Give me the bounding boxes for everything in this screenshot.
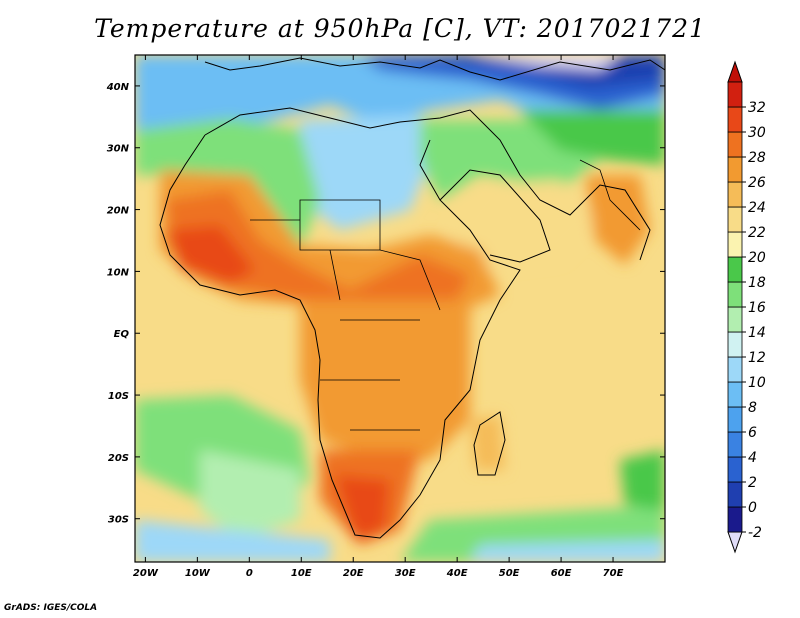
country-borders bbox=[250, 199, 441, 431]
lat-tick-label: 40N bbox=[106, 82, 130, 93]
coastline-europe bbox=[204, 57, 665, 81]
colorbar-swatch bbox=[727, 506, 743, 533]
map-frame bbox=[134, 54, 666, 563]
colorbar-swatch bbox=[727, 231, 743, 258]
field-libya-egypt-cool bbox=[300, 115, 430, 230]
coastline-arabia bbox=[439, 169, 551, 263]
field-arabia bbox=[450, 180, 600, 270]
field-southern-ocean-cool bbox=[470, 540, 665, 562]
colorbar-swatch bbox=[727, 106, 743, 133]
lat-tick-label: 20S bbox=[108, 453, 129, 464]
field-sahel-hot bbox=[165, 190, 470, 315]
lat-tick-label: 10N bbox=[107, 267, 130, 278]
lon-tick-label: 50E bbox=[499, 568, 520, 579]
colorbar-swatch bbox=[727, 281, 743, 308]
lat-tick-label: EQ bbox=[114, 329, 130, 340]
colorbar-swatch bbox=[727, 331, 743, 358]
coastlines bbox=[159, 57, 665, 539]
colorbar-swatch bbox=[727, 456, 743, 483]
colorbar-swatch bbox=[727, 406, 743, 433]
coastline-north-africa-asia bbox=[204, 107, 651, 261]
lon-tick-label: 10W bbox=[185, 568, 211, 579]
lat-tick-label: 20N bbox=[107, 206, 130, 217]
lon-tick-label: 40E bbox=[446, 568, 468, 579]
lon-tick-label: 70E bbox=[603, 568, 624, 579]
field-indian-ocean-green bbox=[620, 450, 665, 510]
lon-tick-label: 20E bbox=[343, 568, 364, 579]
border-india bbox=[579, 159, 641, 231]
colorbar-tick-label: 26 bbox=[748, 175, 766, 191]
lat-tick-label: 30S bbox=[108, 515, 129, 526]
colorbar-swatch bbox=[727, 431, 743, 458]
lon-tick-label: 30E bbox=[395, 568, 416, 579]
colorbar-swatch bbox=[727, 81, 743, 108]
colorbar-tick-label: 12 bbox=[748, 350, 766, 366]
colorbar-swatch bbox=[727, 131, 743, 158]
lat-tick-label: 10S bbox=[108, 391, 129, 402]
field-india-warm bbox=[585, 175, 650, 265]
field-iran-green bbox=[520, 110, 665, 165]
colorbar-swatch bbox=[727, 181, 743, 208]
colorbar-tick-label: 18 bbox=[748, 275, 766, 291]
field-below-scale bbox=[470, 55, 620, 70]
colorbar-tick-label: 4 bbox=[748, 450, 757, 466]
coastline-africa bbox=[159, 134, 521, 539]
colorbar-tick-label: 0 bbox=[748, 500, 757, 516]
colorbar-swatch bbox=[727, 306, 743, 333]
lon-tick-label: 0 bbox=[246, 568, 253, 579]
colorbar-tick-label: 28 bbox=[748, 150, 766, 166]
colorbar-tick-label: 2 bbox=[748, 475, 757, 491]
colorbar-swatch bbox=[727, 206, 743, 233]
colorbar-tick-label: 16 bbox=[748, 300, 766, 316]
lat-tick-label: 30N bbox=[107, 144, 130, 155]
lon-tick-label: 10E bbox=[291, 568, 312, 579]
colorbar-swatch bbox=[727, 256, 743, 283]
field-south-africa-hot bbox=[335, 475, 390, 540]
lon-tick-label: 20W bbox=[133, 568, 159, 579]
colorbar-tick-label: 8 bbox=[748, 400, 757, 416]
coastline-madagascar bbox=[473, 411, 506, 476]
field-west-africa-hotspot bbox=[165, 225, 255, 285]
map-title: Temperature at 950hPa [C], VT: 201702172… bbox=[94, 14, 706, 43]
colorbar-tick-label: -2 bbox=[748, 525, 762, 541]
colorbar-under-triangle bbox=[727, 531, 743, 554]
colorbar-tick-label: 24 bbox=[748, 200, 766, 216]
axis-ticks: 20W 10W 0 10E 20E 30E 40E 50E 60E 70E 40N 30N 20N 10N… bbox=[106, 55, 665, 579]
colorbar-over-triangle bbox=[727, 60, 743, 83]
colorbar-swatch bbox=[727, 381, 743, 408]
colorbar-tick-label: 10 bbox=[748, 375, 766, 391]
colorbar-tick-label: 30 bbox=[748, 125, 766, 141]
colorbar-swatch bbox=[727, 356, 743, 383]
colorbar-tick-label: 6 bbox=[748, 425, 757, 441]
colorbar-tick-label: 20 bbox=[748, 250, 766, 266]
temperature-field bbox=[135, 55, 665, 562]
colorbar-swatch bbox=[727, 481, 743, 508]
grads-credit: GrADS: IGES/COLA bbox=[4, 603, 98, 613]
colorbar-tick-label: 22 bbox=[748, 225, 766, 241]
colorbar-tick-label: 32 bbox=[748, 100, 766, 116]
colorbar-tick-label: 14 bbox=[748, 325, 766, 341]
field-southern-ocean-west bbox=[135, 520, 330, 562]
colorbar-swatch bbox=[727, 156, 743, 183]
lon-tick-label: 60E bbox=[551, 568, 572, 579]
field-south-atlantic-light bbox=[200, 450, 300, 540]
